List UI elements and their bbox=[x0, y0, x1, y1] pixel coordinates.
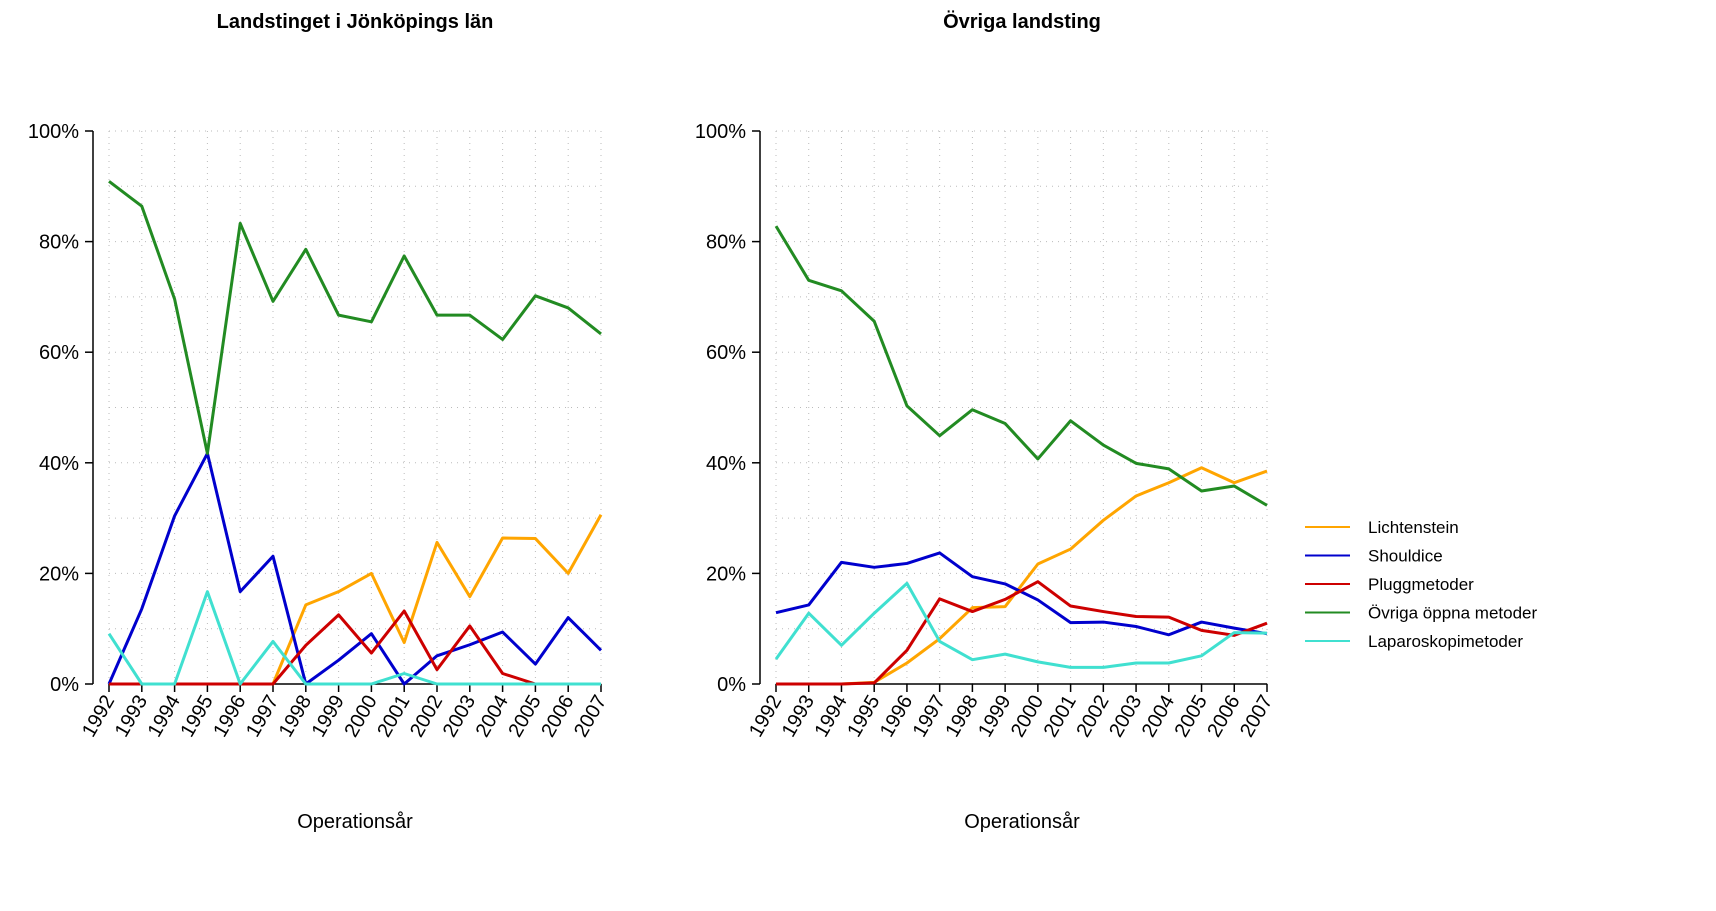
y-tick-label: 40% bbox=[39, 453, 79, 475]
line bbox=[108, 180, 602, 455]
x-tick-label: 2001 bbox=[1040, 692, 1081, 742]
x-tick-label: 2001 bbox=[373, 692, 414, 742]
chart-title: Landstinget i Jönköpings län bbox=[217, 11, 494, 33]
legend-label: Lichtenstein bbox=[1368, 518, 1459, 537]
y-tick-label: 100% bbox=[28, 121, 79, 143]
chart-title: Övriga landsting bbox=[943, 10, 1101, 33]
x-tick-label: 1994 bbox=[810, 692, 851, 742]
legend-label: Övriga öppna metoder bbox=[1368, 604, 1537, 623]
x-tick-label: 2003 bbox=[439, 692, 480, 742]
x-tick-label: 1997 bbox=[909, 692, 950, 742]
x-tick-label: 1999 bbox=[974, 691, 1015, 741]
x-tick-label: 2006 bbox=[537, 692, 578, 742]
y-tick-label: 20% bbox=[39, 563, 79, 585]
x-tick-label: 1992 bbox=[78, 692, 119, 742]
legend-label: Laparoskopimetoder bbox=[1368, 632, 1523, 651]
x-tick-label: 1996 bbox=[876, 692, 917, 742]
x-tick-label: 2005 bbox=[1171, 692, 1212, 742]
x-tick-label: 1995 bbox=[176, 692, 217, 742]
x-tick-label: 1995 bbox=[843, 692, 884, 742]
legend-label: Pluggmetoder bbox=[1368, 575, 1474, 594]
line bbox=[107, 590, 601, 686]
x-tick-label: 2002 bbox=[1072, 692, 1113, 742]
x-tick-label: 2004 bbox=[1138, 692, 1179, 742]
line bbox=[107, 451, 603, 686]
x-tick-label: 2004 bbox=[472, 692, 513, 742]
x-tick-label: 2006 bbox=[1203, 692, 1244, 742]
line bbox=[774, 225, 1268, 507]
x-tick-label: 2005 bbox=[504, 692, 545, 742]
legend-label: Shouldice bbox=[1368, 547, 1443, 566]
x-tick-label: 2000 bbox=[1007, 692, 1048, 742]
x-tick-label: 1992 bbox=[745, 692, 786, 742]
x-tick-label: 1993 bbox=[111, 692, 152, 742]
x-tick-label: 1997 bbox=[242, 692, 283, 742]
x-tick-label: 2002 bbox=[406, 692, 447, 742]
x-tick-label: 1996 bbox=[209, 692, 250, 742]
x-tick-label: 2007 bbox=[570, 692, 611, 742]
y-tick-label: 0% bbox=[717, 674, 746, 696]
line bbox=[776, 580, 1268, 686]
y-tick-label: 0% bbox=[50, 674, 79, 696]
line bbox=[774, 581, 1268, 669]
x-tick-label: 2007 bbox=[1236, 692, 1277, 742]
x-tick-label: 1998 bbox=[275, 692, 316, 742]
y-tick-label: 60% bbox=[706, 342, 746, 364]
x-tick-label: 1998 bbox=[941, 692, 982, 742]
y-tick-label: 80% bbox=[706, 232, 746, 254]
line bbox=[776, 466, 1268, 686]
y-tick-label: 40% bbox=[706, 453, 746, 475]
line bbox=[775, 551, 1268, 637]
y-tick-label: 80% bbox=[39, 232, 79, 254]
x-tick-label: 2003 bbox=[1105, 692, 1146, 742]
line bbox=[109, 609, 601, 686]
x-tick-label: 1994 bbox=[144, 692, 185, 742]
y-tick-label: 100% bbox=[695, 121, 746, 143]
x-axis-label: Operationsår bbox=[297, 811, 413, 833]
y-tick-label: 20% bbox=[706, 563, 746, 585]
y-tick-label: 60% bbox=[39, 342, 79, 364]
x-tick-label: 1999 bbox=[308, 692, 349, 742]
x-tick-label: 2000 bbox=[340, 692, 381, 742]
x-axis-label: Operationsår bbox=[964, 811, 1080, 833]
x-tick-label: 1993 bbox=[778, 692, 819, 742]
